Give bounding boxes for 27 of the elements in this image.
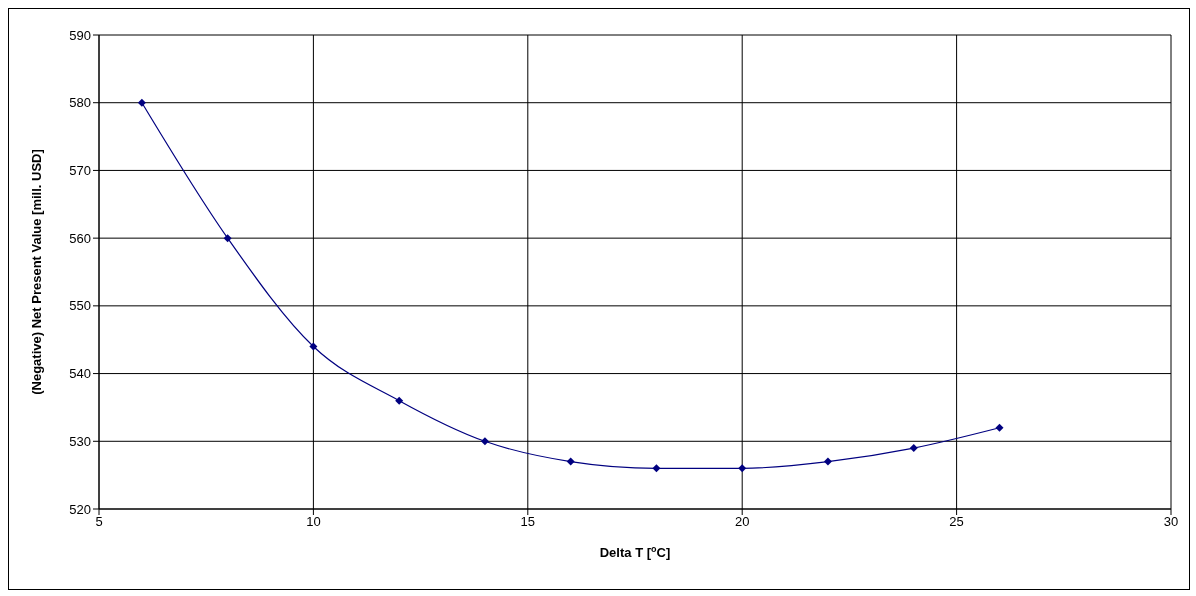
- x-tick-label: 20: [734, 514, 750, 530]
- y-axis-title: (Negative) Net Present Value [mill. USD]: [29, 149, 44, 395]
- y-tick-label: 570: [69, 163, 91, 179]
- x-tick-label: 25: [949, 514, 964, 530]
- y-tick-label: 560: [69, 230, 91, 246]
- x-tick-label: 30: [1163, 514, 1179, 530]
- y-tick-label: 540: [69, 366, 91, 382]
- y-tick-label: 580: [69, 95, 91, 111]
- point: [823, 457, 832, 466]
- point: [137, 98, 146, 107]
- point: [223, 234, 232, 243]
- y-tick-label: 520: [69, 501, 91, 517]
- point: [909, 444, 918, 453]
- point: [566, 457, 575, 466]
- point: [652, 464, 661, 473]
- y-tick-label: 550: [69, 298, 91, 314]
- point: [738, 464, 747, 473]
- point: [995, 423, 1004, 432]
- point: [309, 342, 318, 351]
- x-tick-label: 5: [95, 514, 103, 530]
- y-tick-label: 530: [69, 433, 91, 449]
- x-axis-title: Delta T [$^{o}$C]: [599, 544, 671, 560]
- x-tick-label: 15: [520, 514, 536, 530]
- x-tick-label: 10: [306, 514, 321, 530]
- y-tick-label: 590: [69, 27, 91, 43]
- point: [395, 396, 404, 405]
- point: [480, 437, 489, 446]
